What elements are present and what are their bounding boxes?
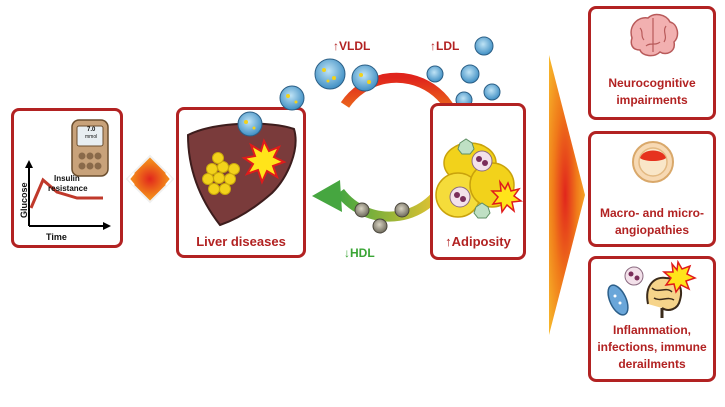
liver-graphic [186,122,297,227]
adiposity-label: ↑Adiposity [445,234,511,249]
neuro-label-line1: Neurocognitive [608,76,696,90]
insulin-label-line1: Insulin [54,174,80,183]
inflammation-graphic [607,260,697,318]
y-axis-label: Glucose [19,182,29,218]
meter-unit: mmol [85,134,98,140]
neuro-label-line2: impairments [616,93,688,107]
vldl-yellow-dots [244,68,371,130]
ldl-particles [426,36,501,109]
infl-label-line1: Inflammation, [612,323,691,337]
bidirectional-connector [125,154,175,204]
immune-cell-icon [624,266,644,286]
fat-droplets [202,152,240,195]
brain-icon [630,13,679,57]
hdl-particles [354,202,410,234]
glucose-curve [29,177,103,209]
adipose-burst-icon [490,179,524,215]
infl-label-line3: derailments [618,357,686,371]
infl-label-line2: infections, immune [597,340,707,354]
vldl-label: ↑VLDL [333,39,371,53]
hdl-label: ↓HDL [344,246,375,260]
cycle-arrowhead [312,180,342,212]
angio-label-line1: Macro- and micro- [599,206,704,220]
ldl-label: ↑LDL [430,39,460,53]
blood-vessel-icon [632,141,674,183]
liver-damage-burst-icon [241,138,287,185]
glucose-meter-icon [71,119,109,177]
vldl-particles [237,58,379,137]
insulin-label-line2: resistance [48,184,88,193]
immune-cells [449,138,493,219]
pathogen-icon [607,284,629,316]
inflammation-burst-icon [661,260,697,294]
glucose-chart-graphic [25,119,111,230]
adipose-graphic [435,138,524,219]
meter-value: 7.0 [87,127,96,133]
fat-cell-cluster [435,142,515,218]
liver-diseases-label: Liver diseases [196,234,286,249]
x-axis-label: Time [46,232,67,242]
angio-label-line2: angiopathies [614,223,689,237]
outcome-arrow [549,55,585,335]
